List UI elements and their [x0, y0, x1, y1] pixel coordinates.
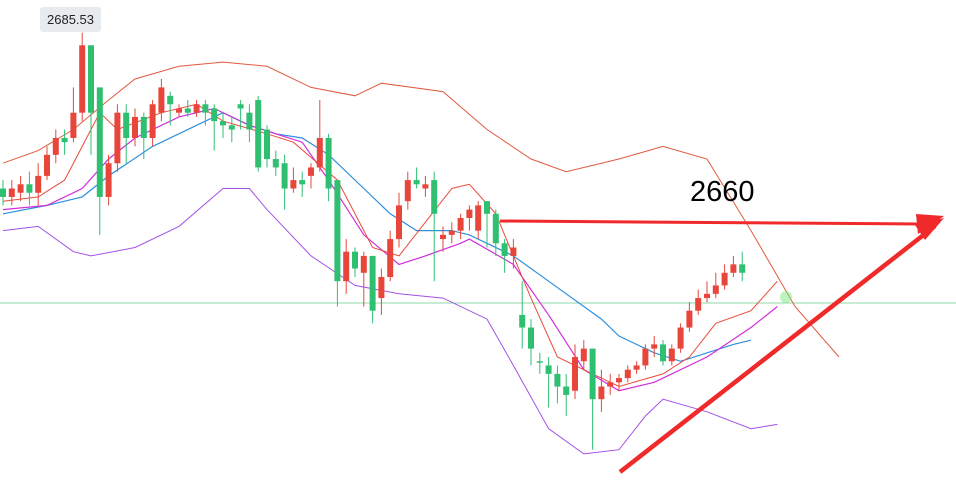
candle-body — [237, 104, 244, 109]
candle-body — [633, 365, 640, 370]
candle-body — [220, 121, 226, 126]
candle-body — [616, 378, 622, 383]
candle-body — [378, 276, 385, 299]
moving-average-long — [2, 112, 752, 362]
candle-body — [184, 108, 191, 113]
candle-body — [369, 255, 376, 311]
candle-body — [457, 218, 464, 231]
moving-average-mid — [2, 107, 778, 392]
candle-body — [246, 112, 253, 130]
high-price-marker: 2685.53 — [40, 7, 101, 32]
candle-body — [563, 386, 570, 395]
candle-body — [660, 344, 666, 362]
candle-body — [193, 104, 200, 113]
candle-body — [466, 209, 473, 219]
candle-body — [114, 112, 121, 164]
candle-body — [545, 365, 552, 374]
candle-body — [554, 373, 561, 387]
candle-body — [316, 137, 323, 168]
rising-arrow-head — [915, 218, 944, 240]
candle-body — [123, 112, 130, 138]
candle-body — [607, 382, 614, 387]
candle-body — [325, 137, 332, 189]
candle-body — [448, 230, 455, 235]
candle-body — [70, 112, 77, 138]
candle-body — [281, 163, 288, 189]
candle-body — [211, 108, 218, 122]
candle-body — [589, 348, 596, 400]
bollinger-upper-band — [2, 61, 840, 358]
candle-body — [396, 205, 402, 240]
candle-body — [739, 264, 746, 273]
candle-body — [730, 264, 737, 273]
candle-body — [651, 344, 658, 349]
candle-body — [431, 180, 438, 214]
candle-body — [624, 369, 631, 379]
candle-body — [695, 298, 702, 311]
candle-body — [484, 201, 490, 214]
candle-body — [492, 213, 499, 244]
candle-body — [167, 95, 174, 105]
candle-body — [677, 327, 684, 349]
candle-body — [704, 293, 710, 299]
candle-body — [580, 348, 587, 362]
candle-body — [440, 234, 446, 240]
candle-body — [360, 255, 367, 273]
rising-trend-line — [618, 224, 937, 474]
candle-body — [105, 163, 112, 197]
candle-body — [343, 251, 350, 282]
candle-body — [149, 104, 156, 138]
candle-body — [52, 137, 59, 155]
candle-body — [17, 184, 24, 193]
candle-body — [264, 129, 270, 160]
candle-body — [35, 175, 42, 193]
candle-body — [26, 184, 33, 193]
candle-body — [598, 386, 605, 400]
candle-body — [290, 180, 297, 189]
candle-body — [501, 243, 508, 256]
bollinger-lower-band — [2, 188, 778, 455]
candle-body — [422, 184, 429, 189]
candle-body — [528, 327, 534, 349]
candle-body — [176, 108, 182, 113]
candle-body — [299, 180, 306, 185]
candle-body — [132, 116, 138, 138]
candle-body — [404, 180, 411, 202]
candle-body — [387, 239, 394, 277]
candle-body — [413, 180, 420, 185]
candle-body — [79, 45, 86, 113]
candle-body — [572, 357, 578, 391]
trend-arrows — [499, 214, 944, 474]
candle-body — [202, 104, 209, 113]
candle-body — [228, 125, 235, 130]
candle-body — [721, 272, 728, 286]
candle-body — [475, 205, 482, 231]
candle-body — [536, 361, 543, 363]
moving-average-short — [2, 103, 778, 388]
candle-body — [272, 159, 279, 168]
candle-body — [88, 45, 94, 113]
candle-body — [0, 188, 6, 197]
candle-body — [712, 285, 719, 294]
candle-body — [61, 137, 68, 143]
current-price-glow — [780, 291, 792, 303]
candle-body — [352, 251, 358, 269]
candle-body — [8, 188, 15, 197]
target-price-annotation: 2660 — [690, 176, 755, 208]
candle-body — [519, 314, 526, 328]
candle-body — [96, 87, 103, 197]
candle-body — [44, 154, 50, 176]
candle-body — [308, 167, 314, 176]
candle-body — [510, 247, 517, 256]
candle-body — [255, 100, 262, 168]
horizontal-arrow-shaft — [499, 219, 921, 226]
candle-body — [686, 310, 693, 328]
candles-group — [0, 32, 746, 450]
candle-body — [158, 87, 165, 113]
candle-body — [334, 180, 341, 282]
candle-body — [642, 348, 649, 366]
candle-body — [140, 116, 147, 138]
candle-body — [668, 348, 675, 362]
